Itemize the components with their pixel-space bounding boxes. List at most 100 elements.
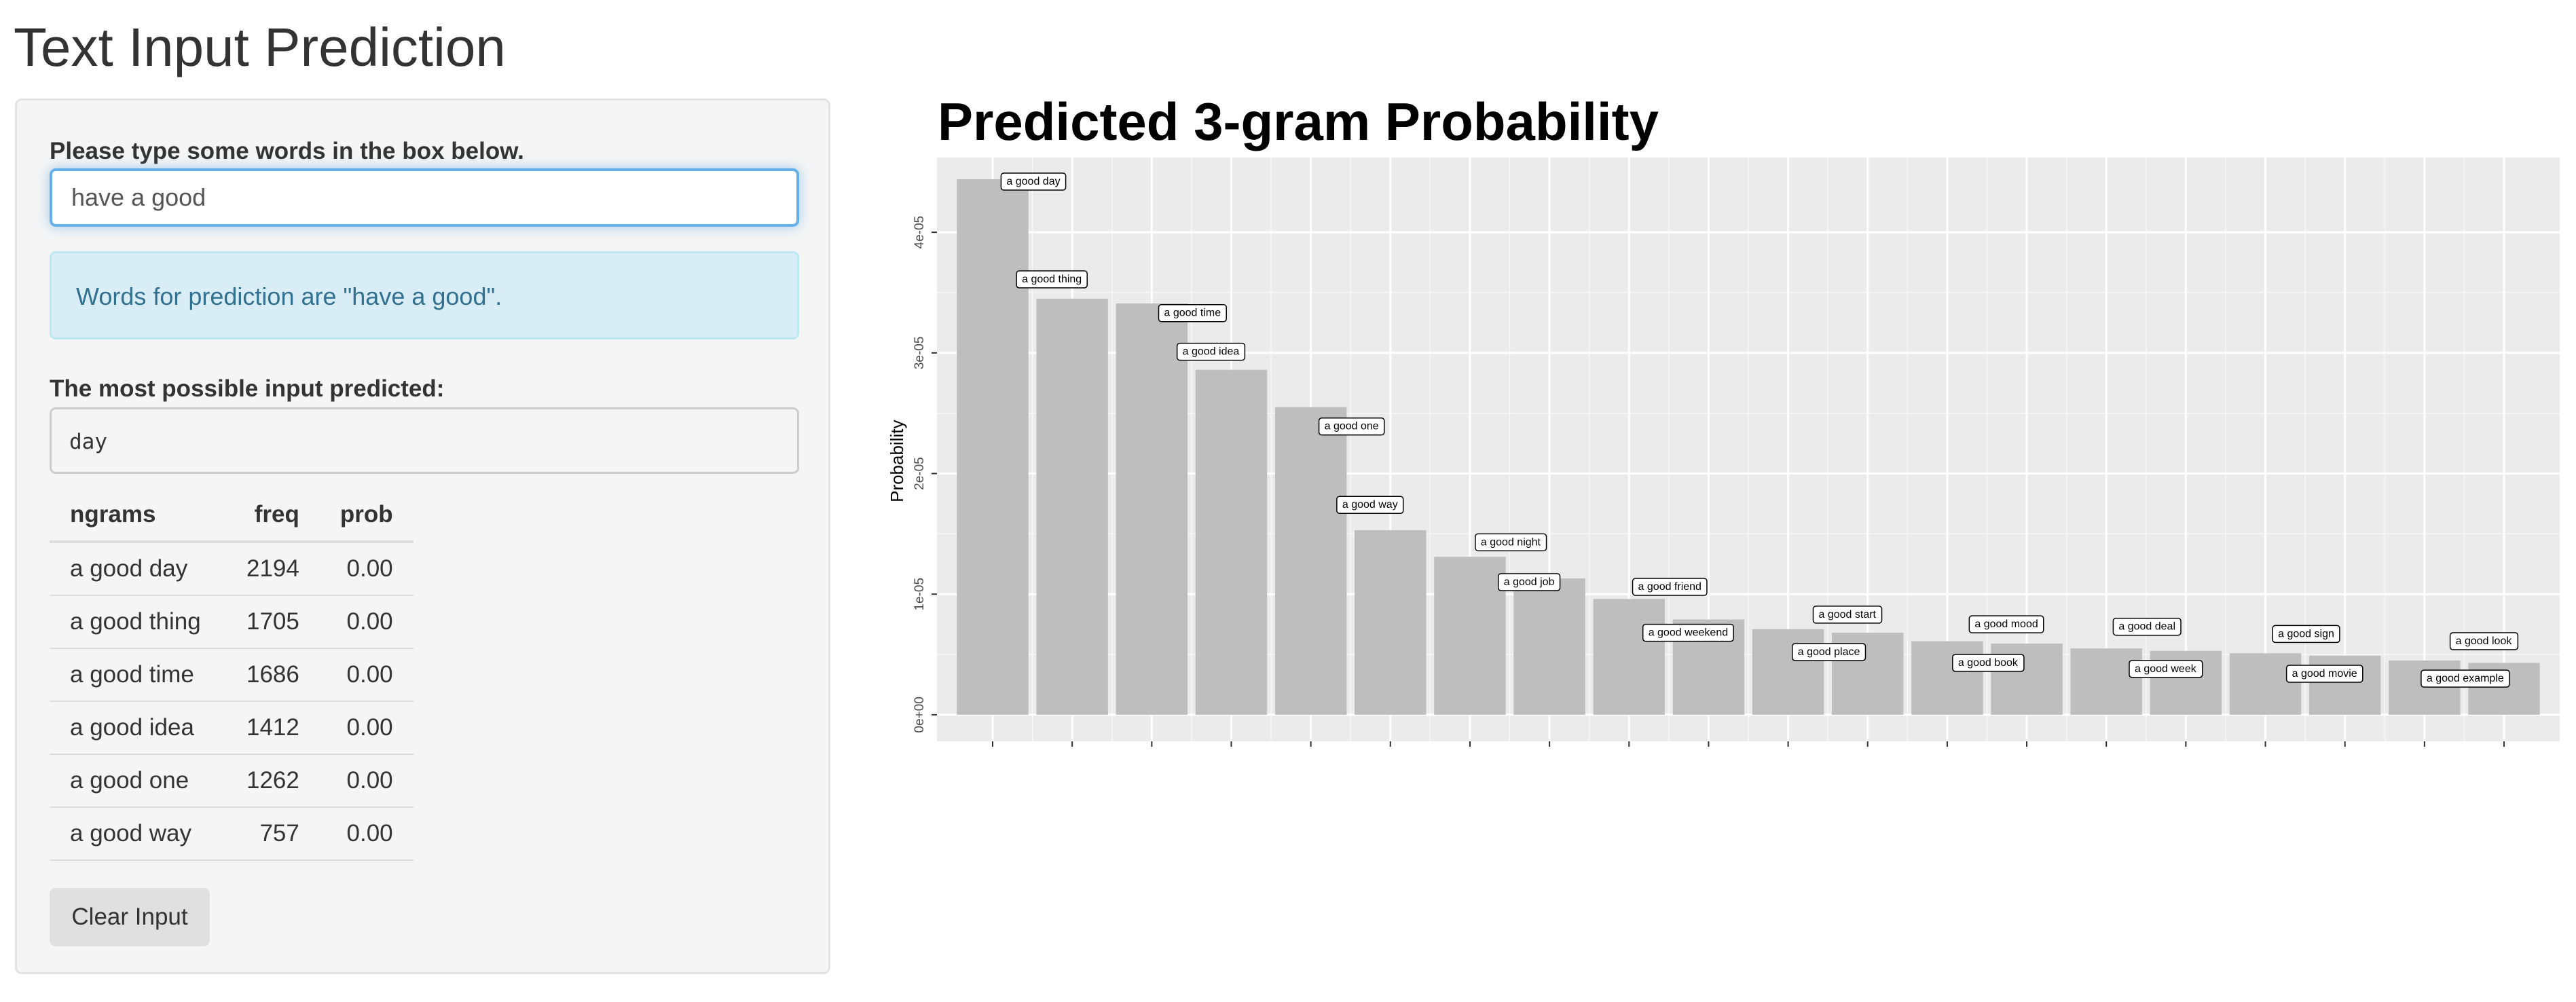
table-header-row: ngrams freq prob [50, 489, 413, 543]
ngram-cell: a good thing [50, 595, 226, 649]
bar [957, 179, 1029, 715]
ngram-cell: a good idea [50, 701, 226, 755]
y-tick-label: 3e-05 [913, 337, 927, 370]
predicted-output-label: The most possible input predicted: [50, 375, 445, 402]
bar-label-box [2449, 632, 2519, 650]
bar [1116, 303, 1188, 715]
bar [2070, 648, 2142, 715]
bar-label-box [1497, 573, 1561, 591]
ngram-cell: a good way [50, 807, 226, 861]
freq-cell: 1412 [226, 701, 320, 755]
bar-label: a good way [1336, 496, 1404, 514]
ngram-frequency-table: ngrams freq prob a good day 2194 0.00 a … [50, 489, 413, 861]
bar [2389, 660, 2461, 715]
table-row: a good way 757 0.00 [50, 807, 413, 861]
bar [1274, 407, 1347, 715]
bar [1036, 298, 1108, 715]
bar-label-text: a good start [1818, 609, 1876, 620]
bar [1752, 629, 1824, 715]
bar-label: a good deal [2112, 617, 2182, 636]
bar-label: a good sign [2272, 625, 2340, 644]
bar-label-text: a good deal [2118, 621, 2175, 633]
freq-cell: 1686 [226, 648, 320, 702]
bar-label: a good idea [1176, 342, 1246, 361]
table-row: a good day 2194 0.00 [50, 542, 413, 596]
y-tick-label: 4e-05 [913, 216, 927, 249]
bar-label-text: a good mood [1974, 618, 2038, 630]
y-tick-label: 0e+00 [913, 697, 927, 732]
predicted-word-output: day [50, 407, 799, 474]
bar-label: a good movie [2285, 665, 2363, 683]
bar [2308, 655, 2381, 715]
bar-label-text: a good weekend [1649, 627, 1728, 639]
bar-label: a good mood [1968, 615, 2044, 633]
bar-label: a good night [1475, 533, 1547, 552]
bar-label-box [2112, 617, 2182, 636]
bar-label-box [2285, 665, 2363, 683]
bar-label-box [1016, 270, 1088, 289]
bar-label: a good weekend [1642, 623, 1734, 642]
bar-label-box [1176, 342, 1246, 361]
prob-cell: 0.00 [319, 542, 413, 596]
ngram-cell: a good day [50, 542, 226, 596]
freq-cell: 1705 [226, 595, 320, 649]
bar [1355, 530, 1427, 715]
freq-cell: 757 [226, 807, 320, 861]
bar-label-text: a good time [1164, 308, 1221, 319]
bar-label-text: a good day [1006, 176, 1060, 187]
prediction-words-info: Words for prediction are "have a good". [50, 251, 799, 339]
bar-label-box [2421, 669, 2510, 688]
bar-label-box [2272, 625, 2340, 644]
bar-label-text: a good look [2456, 635, 2513, 647]
clear-input-button[interactable]: Clear Input [50, 888, 210, 946]
bar-label-box [1158, 303, 1227, 322]
y-axis-title: Probability [887, 420, 907, 502]
bar-label: a good friend [1632, 578, 1708, 596]
bar-label-box [1812, 606, 1883, 624]
column-header-prob: prob [319, 489, 413, 543]
ngram-cell: a good time [50, 648, 226, 702]
input-sidebar-panel: Please type some words in the box below.… [15, 98, 830, 974]
bar-label-box [1642, 623, 1734, 642]
bar-label: a good time [1158, 303, 1227, 322]
bar-label: a good start [1812, 606, 1883, 624]
bar-label: a good job [1497, 573, 1561, 591]
table-row: a good thing 1705 0.00 [50, 595, 413, 649]
y-tick-label: 2e-05 [913, 457, 927, 490]
bar-label: a good thing [1016, 270, 1088, 289]
bar-label-text: a good one [1325, 421, 1379, 432]
column-header-freq: freq [226, 489, 320, 543]
axes: 0e+00 1e-05 2e-05 3e-05 4e-05 [913, 216, 2505, 747]
bar-label-text: a good movie [2292, 668, 2357, 680]
column-header-ngrams: ngrams [50, 489, 226, 543]
prob-cell: 0.00 [319, 807, 413, 861]
freq-cell: 2194 [226, 542, 320, 596]
bar [1911, 641, 1983, 715]
bar [2229, 653, 2302, 715]
bar-label: a good one [1318, 417, 1385, 436]
bar-label-text: a good idea [1183, 346, 1240, 358]
bar-label-text: a good sign [2278, 628, 2334, 639]
bar [1513, 578, 1585, 715]
bar-label-box [1000, 172, 1067, 191]
table-row: a good idea 1412 0.00 [50, 701, 413, 755]
bar [1593, 599, 1665, 715]
bar-label-box [1792, 643, 1866, 661]
bar-labels: a good day a good thing a good time a good … [1000, 172, 2519, 688]
bar-label-text: a good night [1481, 536, 1541, 548]
bar-label: a good look [2449, 632, 2519, 650]
bar-label: a good day [1000, 172, 1067, 191]
table-row: a good one 1262 0.00 [50, 754, 413, 808]
bar-label-text: a good example [2427, 673, 2504, 684]
prob-cell: 0.00 [319, 701, 413, 755]
bar-label-box [1318, 417, 1385, 436]
text-input-field[interactable] [50, 168, 799, 227]
chart-title: Predicted 3-gram Probability [938, 92, 1659, 151]
bar-label-text: a good way [1342, 499, 1398, 511]
table-row: a good time 1686 0.00 [50, 648, 413, 702]
bar [1195, 369, 1268, 715]
bar-label-text: a good friend [1638, 581, 1701, 593]
ngram-cell: a good one [50, 754, 226, 808]
text-input-label: Please type some words in the box below. [50, 138, 524, 164]
